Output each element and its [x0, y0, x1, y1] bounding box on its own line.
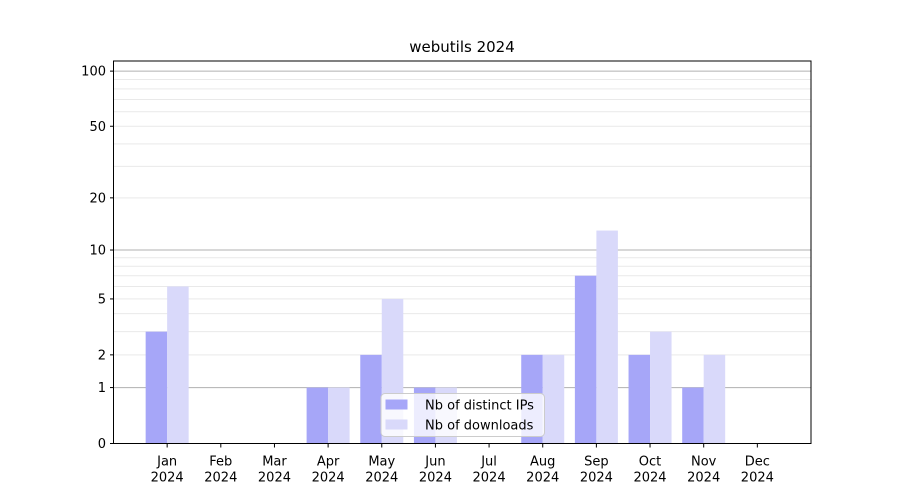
legend-box	[380, 393, 545, 437]
x-tick-label-month: May	[368, 455, 395, 470]
bar-downloads-aug	[542, 354, 565, 444]
bar-distinct-ips-oct	[628, 354, 651, 444]
bar-downloads-sep	[596, 230, 618, 444]
x-tick-label-year: 2024	[258, 471, 291, 486]
x-tick-label-year: 2024	[687, 471, 720, 486]
axes-spines	[113, 60, 812, 444]
bar-distinct-ips-apr	[306, 387, 329, 444]
bar-distinct-ips-jan	[145, 331, 168, 444]
x-tick-label-month: Dec	[745, 455, 770, 470]
y-tick-label: 1	[98, 381, 106, 396]
legend-label-distinct-ips: Nb of distinct IPs	[425, 399, 534, 414]
x-tick-label-year: 2024	[204, 471, 237, 486]
y-tick-label: 0	[98, 437, 106, 452]
x-tick-label-month: Jan	[156, 455, 177, 470]
x-tick-label-year: 2024	[365, 471, 398, 486]
chart-title: webutils 2024	[409, 38, 515, 56]
bar-distinct-ips-sep	[574, 275, 597, 444]
y-tick-label: 10	[89, 244, 106, 259]
x-tick-label-month: Nov	[691, 455, 717, 470]
x-tick-label-year: 2024	[473, 471, 506, 486]
x-tick-label-year: 2024	[580, 471, 613, 486]
x-tick-label-month: Mar	[262, 455, 287, 470]
bar-distinct-ips-may	[360, 354, 382, 444]
x-tick-label-year: 2024	[741, 471, 774, 486]
x-tick-label-month: Oct	[639, 455, 661, 470]
y-tick-label: 20	[89, 191, 106, 206]
legend-swatch-downloads	[385, 419, 408, 430]
x-tick-label-month: Jun	[424, 455, 445, 470]
legend: Nb of distinct IPs Nb of downloads	[380, 393, 545, 437]
bar-downloads-apr	[328, 387, 350, 444]
x-tick-label-month: Jul	[480, 455, 497, 470]
legend-label-downloads: Nb of downloads	[425, 419, 534, 434]
x-tick-label-month: Aug	[530, 455, 555, 470]
legend-swatch-distinct-ips	[385, 399, 408, 410]
x-tick-label-year: 2024	[526, 471, 559, 486]
x-tick-label-year: 2024	[151, 471, 184, 486]
x-tick-label-month: Sep	[584, 455, 609, 470]
bar-downloads-nov	[703, 354, 726, 444]
bar-distinct-ips-nov	[682, 387, 704, 444]
x-tick-label-year: 2024	[419, 471, 452, 486]
bar-downloads-oct	[650, 331, 672, 444]
y-tick-label: 2	[98, 348, 106, 363]
y-tick-label: 5	[98, 292, 106, 307]
y-tick-label: 50	[89, 120, 106, 135]
bar-downloads-jan	[167, 286, 189, 444]
x-tick-label-year: 2024	[633, 471, 666, 486]
x-tick-label-year: 2024	[312, 471, 345, 486]
y-tick-label: 100	[81, 65, 106, 80]
x-tick-label-month: Feb	[209, 455, 232, 470]
x-tick-label-month: Apr	[317, 455, 340, 470]
